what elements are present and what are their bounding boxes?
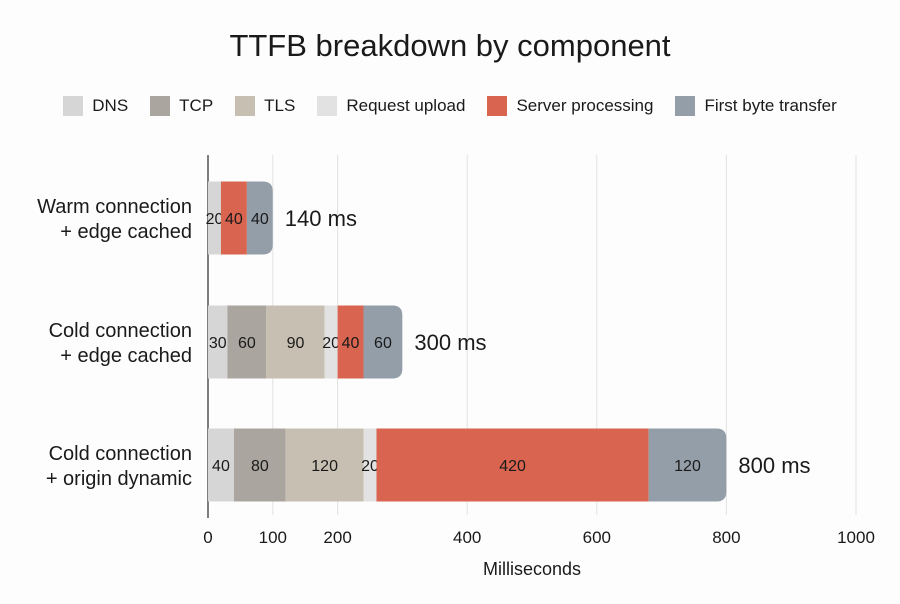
- x-tick-label: 1000: [837, 528, 875, 547]
- bar-segment: [266, 305, 325, 379]
- legend-item: First byte transfer: [675, 96, 837, 116]
- total-label: 800 ms: [738, 453, 810, 478]
- legend-item: Request upload: [317, 96, 465, 116]
- y-category-label: Cold connection: [49, 443, 192, 465]
- y-category-label: + edge cached: [60, 221, 192, 243]
- legend-label: Request upload: [346, 96, 466, 115]
- y-category-label: + origin dynamic: [46, 468, 192, 490]
- legend-label: TCP: [179, 96, 214, 115]
- legend-label: DNS: [92, 96, 129, 115]
- chart-title: TTFB breakdown by component: [229, 28, 671, 63]
- legend-item: Server processing: [487, 96, 653, 116]
- total-label: 140 ms: [285, 206, 357, 231]
- bar-segment: [227, 305, 267, 379]
- bar-segment: [337, 305, 364, 379]
- data-label: 60: [374, 335, 392, 352]
- data-label: 120: [311, 458, 338, 475]
- bar-segment: [233, 428, 286, 502]
- data-label: 40: [342, 335, 360, 352]
- legend-label: First byte transfer: [704, 96, 837, 115]
- data-label: 40: [212, 458, 230, 475]
- legend-swatch: [150, 96, 171, 116]
- data-label: 20: [361, 458, 379, 475]
- legend-item: TCP: [150, 96, 213, 116]
- bar-segment: [376, 428, 649, 502]
- y-category-label: + edge cached: [60, 345, 192, 367]
- bar-segment: [208, 428, 234, 502]
- legend-swatch: [235, 96, 256, 116]
- bar-segment: [208, 305, 228, 379]
- data-label: 90: [287, 335, 305, 352]
- legend-label: Server processing: [516, 96, 654, 115]
- x-tick-label: 800: [712, 528, 740, 547]
- data-label: 40: [225, 211, 243, 228]
- legend-swatch: [487, 96, 508, 116]
- x-tick-label: 600: [583, 528, 611, 547]
- data-label: 80: [251, 458, 269, 475]
- x-axis-label: Milliseconds: [483, 559, 581, 579]
- bar-segment: [363, 305, 403, 379]
- data-label: 120: [674, 458, 701, 475]
- bar-segment: [220, 181, 247, 255]
- bar-segment: [285, 428, 364, 502]
- legend-item: TLS: [235, 96, 295, 116]
- bar-group: 30 60 90 20 40 60 300 ms Cold connection + edge …: [49, 305, 487, 379]
- y-category-label: Cold connection: [49, 320, 192, 342]
- legend-label: TLS: [264, 96, 296, 115]
- bar-segment: [208, 181, 221, 255]
- legend-swatch: [63, 96, 84, 116]
- data-label: 40: [251, 211, 269, 228]
- data-label: 20: [322, 335, 340, 352]
- x-tick-label: 400: [453, 528, 481, 547]
- legend-swatch: [317, 96, 338, 116]
- data-label: 420: [499, 458, 526, 475]
- bar-segment: [363, 428, 377, 502]
- bar-group: 40 80 120 20 420 120 800 ms Cold connection + or…: [46, 428, 811, 502]
- data-label: 60: [238, 335, 256, 352]
- total-label: 300 ms: [414, 330, 486, 355]
- x-tick-label: 0: [203, 528, 212, 547]
- y-category-label: Warm connection: [37, 196, 192, 218]
- bar-segment: [648, 428, 727, 502]
- x-tick-label: 200: [323, 528, 351, 547]
- x-tick-label: 100: [259, 528, 287, 547]
- legend: DNS TCP TLS Request upload Server processing…: [0, 96, 900, 116]
- legend-swatch: [675, 96, 696, 116]
- data-label: 20: [206, 211, 224, 228]
- bar-segment: [324, 305, 338, 379]
- data-label: 30: [209, 335, 227, 352]
- bar-segment: [246, 181, 273, 255]
- legend-item: DNS: [63, 96, 128, 116]
